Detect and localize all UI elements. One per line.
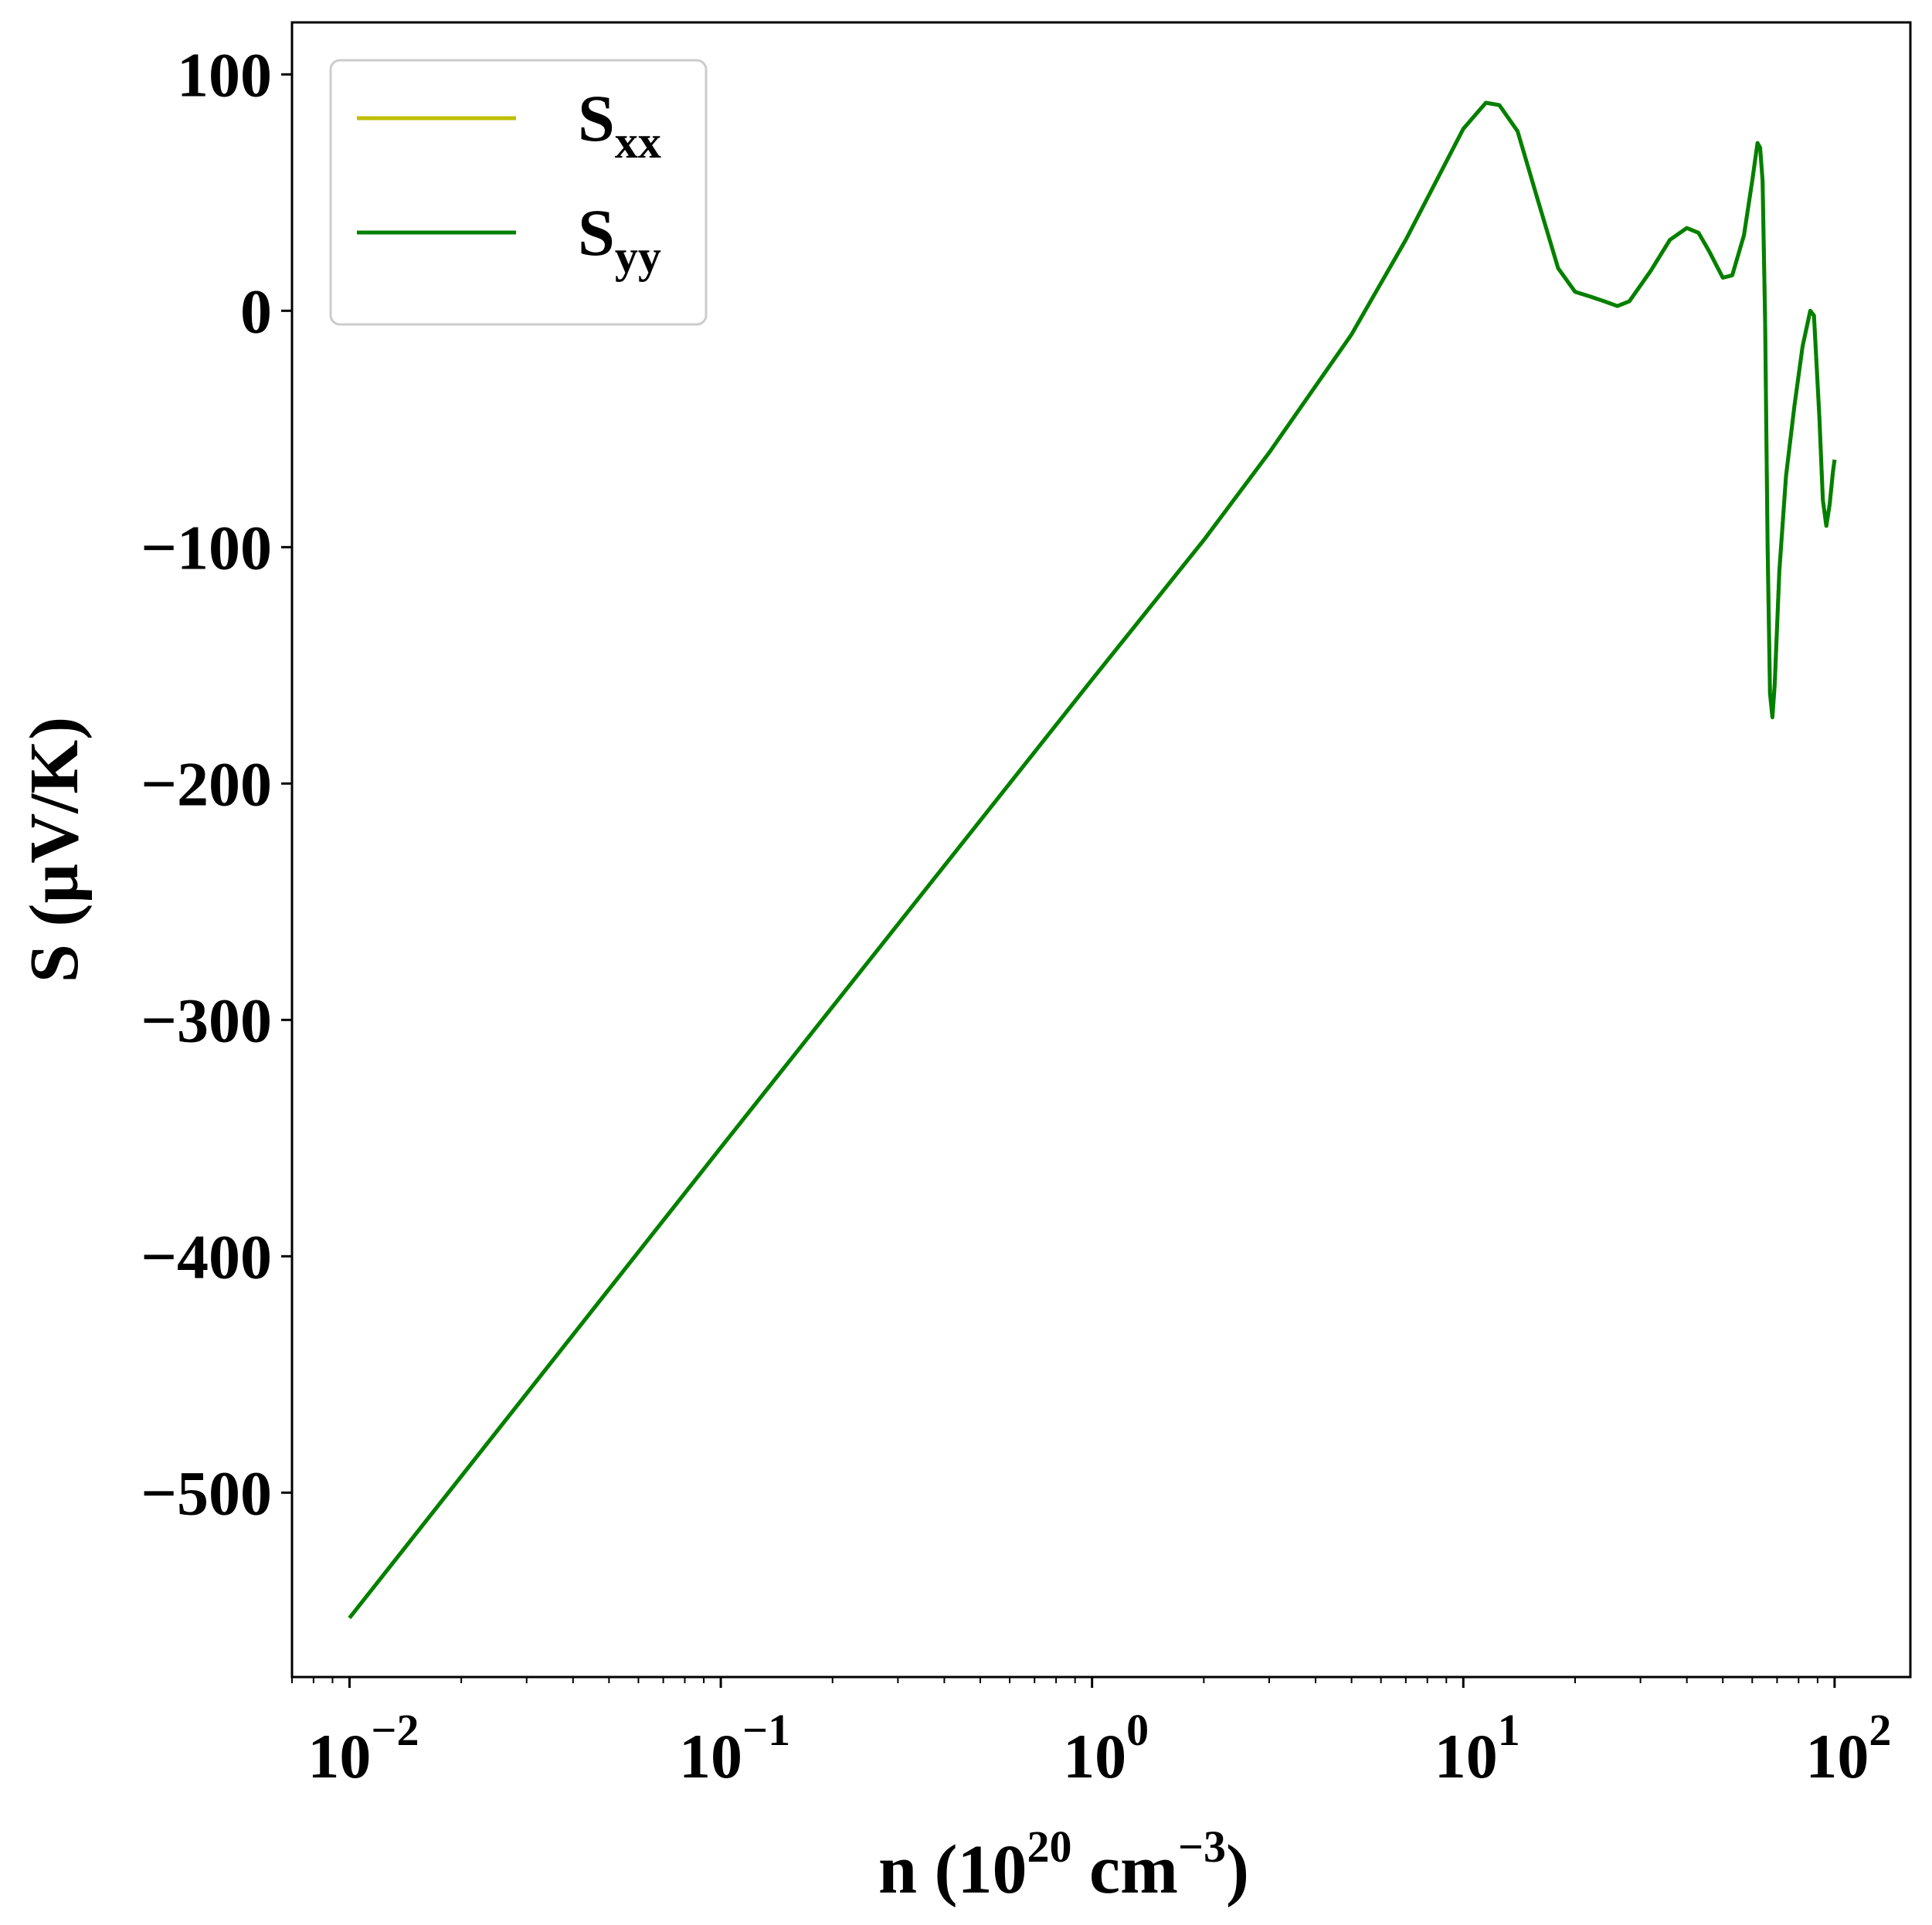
y-tick-label: −100 <box>141 512 272 582</box>
y-tick-label: −200 <box>141 749 272 819</box>
plot-area-frame <box>290 21 1912 1679</box>
legend-box <box>329 59 708 326</box>
y-tick-label: −500 <box>141 1458 272 1528</box>
series-line-syy <box>348 100 1837 1620</box>
x-tick-label: 10−1 <box>679 1705 790 1791</box>
y-tick-label: −300 <box>141 985 272 1055</box>
y-axis-label: S (µV/K) <box>16 717 93 983</box>
y-tick-label: 0 <box>240 276 272 346</box>
x-tick-label: 102 <box>1805 1705 1891 1791</box>
legend-label-syy: Syy <box>578 195 661 282</box>
x-tick-label: 100 <box>1063 1705 1149 1791</box>
y-tick-label: 100 <box>177 39 272 110</box>
ticks-layer: 100 0 −100 −200 −300 −400 −500 10−2 10−1 100 101 10… <box>141 39 1891 1791</box>
legend-label-sxx: Sxx <box>578 81 661 168</box>
legend: Sxx Syy <box>329 59 708 326</box>
x-axis-label: n (1020 cm−3) <box>878 1821 1249 1908</box>
y-tick-label: −400 <box>141 1221 272 1292</box>
x-tick-label: 101 <box>1435 1705 1520 1791</box>
x-tick-label: 10−2 <box>307 1705 419 1791</box>
series-layer <box>348 100 1837 1620</box>
